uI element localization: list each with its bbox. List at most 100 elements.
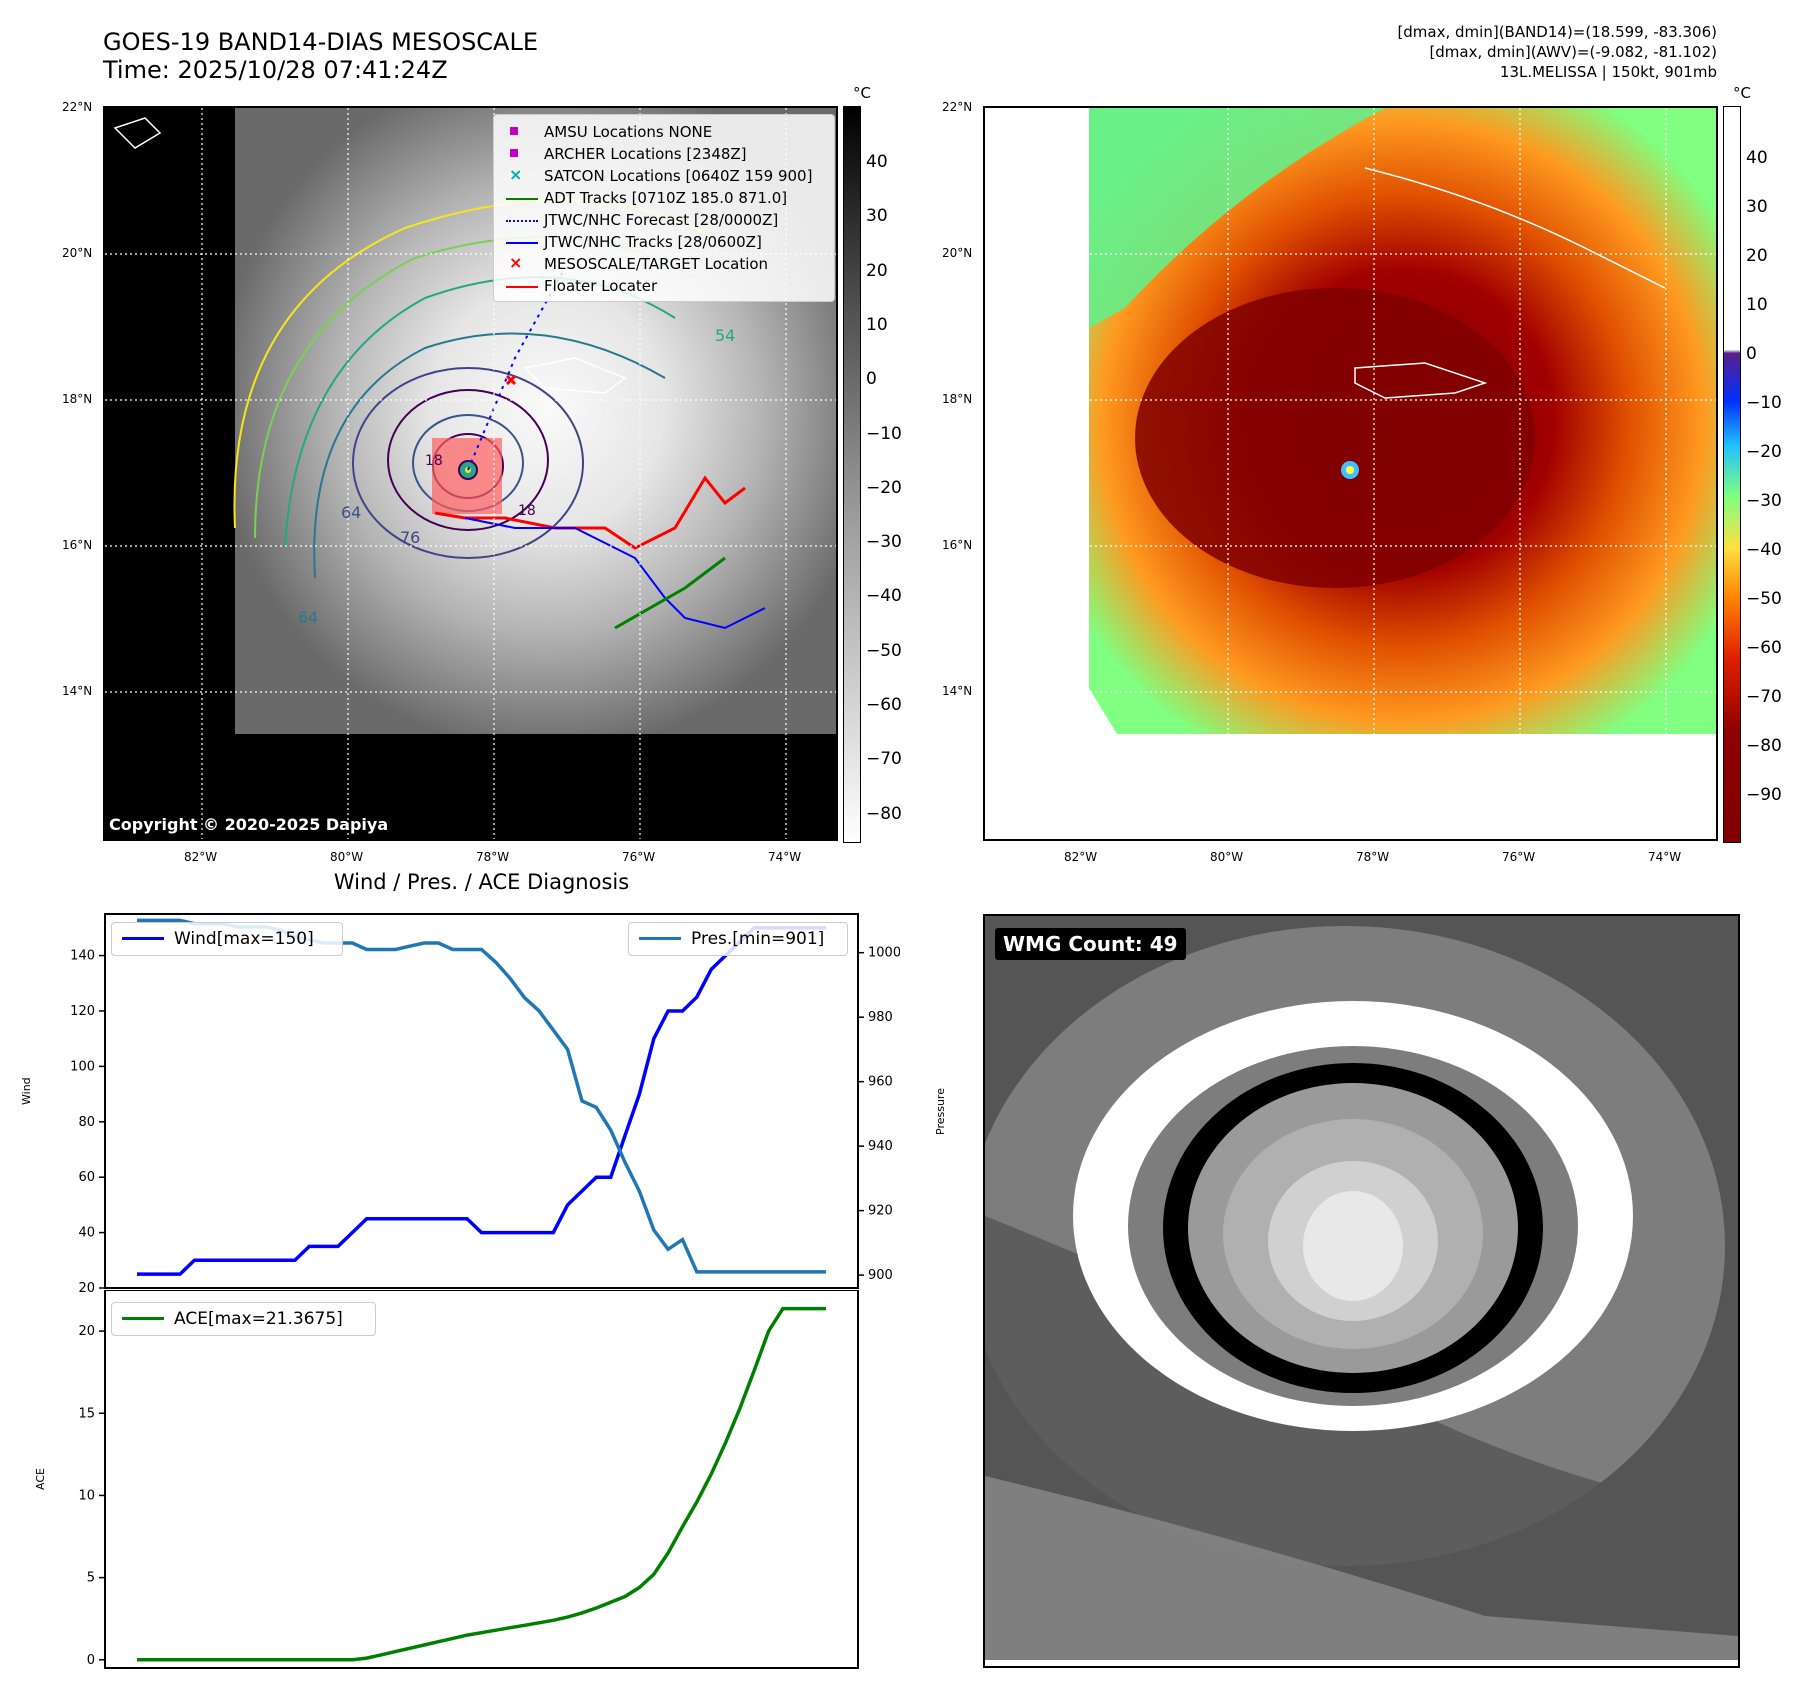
y-tick-label: 980 xyxy=(868,1010,893,1025)
pressure-legend-label: Pres.[min=901] xyxy=(691,929,825,949)
y-tick-label: 20 xyxy=(78,1281,95,1296)
info-awv: [dmax, dmin](AWV)=(-9.082, -81.102) xyxy=(1429,43,1717,61)
wmg-count-badge: WMG Count: 49 xyxy=(995,928,1186,960)
contour-label: 54 xyxy=(715,326,736,345)
wind-legend-swatch xyxy=(122,937,164,940)
colorbar-tick: −20 xyxy=(866,477,902,498)
colorbar-tick: −80 xyxy=(866,803,902,824)
ace-legend-swatch xyxy=(122,1317,164,1320)
colorbar-tick: 10 xyxy=(1746,295,1768,315)
ir-colorbar-unit: °C xyxy=(853,84,871,102)
colorbar-tick: −40 xyxy=(1746,540,1782,560)
lat-tick: 22°N xyxy=(942,100,973,114)
lat-tick: 14°N xyxy=(942,684,973,698)
lat-tick: 18°N xyxy=(62,392,93,406)
legend-symbol xyxy=(506,242,538,244)
diagnosis-title: Wind / Pres. / ACE Diagnosis xyxy=(333,870,630,894)
awv-colorbar xyxy=(1723,106,1741,843)
legend-symbol: × xyxy=(509,165,523,184)
lat-tick: 14°N xyxy=(62,684,93,698)
colorbar-tick: 30 xyxy=(1746,197,1768,217)
y-tick-label: 100 xyxy=(70,1059,95,1074)
legend-entry: ADT Tracks [0710Z 185.0 871.0] xyxy=(544,189,788,207)
wind-legend: Wind[max=150] xyxy=(111,922,343,956)
ace-series-line xyxy=(137,1306,826,1662)
lon-tick: 82°W xyxy=(1064,850,1098,864)
y-tick-label: 60 xyxy=(78,1170,95,1185)
colorbar-tick: 0 xyxy=(1746,344,1757,364)
colorbar-tick: −20 xyxy=(1746,442,1782,462)
wind-pressure-chart: 140 120 100 80 60 40 20 1000 980 960 940 920 900 xyxy=(70,913,900,1296)
colorbar-tick: −30 xyxy=(1746,491,1782,511)
lat-tick: 16°N xyxy=(62,538,93,552)
ace-axis-label: ACE xyxy=(34,1468,47,1490)
y-tick-label: 80 xyxy=(78,1115,95,1130)
legend-entry: JTWC/NHC Tracks [28/0600Z] xyxy=(544,233,762,251)
colorbar-tick: −70 xyxy=(866,749,902,770)
lon-tick: 76°W xyxy=(1502,850,1536,864)
lat-tick: 22°N xyxy=(62,100,93,114)
y-tick-label: 40 xyxy=(78,1226,95,1241)
lon-tick: 74°W xyxy=(768,850,802,864)
colorbar-tick: −10 xyxy=(1746,393,1782,413)
pressure-axis-label: Pressure xyxy=(934,1088,947,1135)
y-tick-label: 140 xyxy=(70,949,95,964)
lon-tick: 74°W xyxy=(1648,850,1682,864)
figure-title: GOES-19 BAND14-DIAS MESOSCALE xyxy=(103,28,539,56)
colorbar-tick: −70 xyxy=(1746,687,1782,707)
wind-legend-label: Wind[max=150] xyxy=(174,929,314,949)
pressure-legend-swatch xyxy=(639,937,681,940)
lon-tick: 78°W xyxy=(1356,850,1390,864)
ace-legend-label: ACE[max=21.3675] xyxy=(174,1309,343,1329)
colorbar-tick: 20 xyxy=(1746,246,1768,266)
wmg-image xyxy=(985,916,1738,1666)
copyright-text: Copyright © 2020-2025 Dapiya xyxy=(109,815,389,834)
contour-label: 64 xyxy=(341,503,362,522)
ace-chart: 20 15 10 5 0 xyxy=(78,1290,859,1669)
legend-symbol: × xyxy=(509,253,523,272)
colorbar-tick: −60 xyxy=(866,695,902,715)
chart-frame xyxy=(104,1290,859,1669)
colorbar-tick: 10 xyxy=(866,314,888,335)
y-tick-label: 900 xyxy=(868,1268,893,1283)
awv-map-panel xyxy=(983,106,1718,841)
lat-tick: 20°N xyxy=(62,246,93,260)
y-tick-label: 20 xyxy=(78,1324,95,1339)
contour-label: 76 xyxy=(400,528,421,547)
ace-legend: ACE[max=21.3675] xyxy=(111,1302,376,1336)
ir-legend: AMSU Locations NONE ARCHER Locations [234… xyxy=(493,114,835,302)
y-tick-label: 1000 xyxy=(868,946,900,961)
chart-frame xyxy=(104,913,859,1289)
legend-entry: MESOSCALE/TARGET Location xyxy=(544,255,769,273)
colorbar-tick: −60 xyxy=(1746,638,1782,658)
pressure-legend: Pres.[min=901] xyxy=(628,922,848,956)
info-band14: [dmax, dmin](BAND14)=(18.599, -83.306) xyxy=(1397,23,1717,41)
contour-label: 18 xyxy=(518,503,536,519)
legend-entry: AMSU Locations NONE xyxy=(544,123,713,141)
y-tick-label: 0 xyxy=(87,1653,95,1668)
colorbar-tick: 40 xyxy=(1746,148,1768,168)
legend-symbol xyxy=(510,149,518,157)
awv-colorbar-unit: °C xyxy=(1733,84,1751,102)
ir-colorbar xyxy=(843,106,861,843)
colorbar-tick: −40 xyxy=(866,586,902,607)
lon-tick: 78°W xyxy=(476,850,510,864)
awv-map-image xyxy=(985,108,1716,839)
pressure-series-line xyxy=(137,918,826,1274)
legend-entry: JTWC/NHC Forecast [28/0000Z] xyxy=(544,211,779,229)
legend-symbol xyxy=(506,220,538,222)
colorbar-tick: −80 xyxy=(1746,736,1782,756)
colorbar-tick: 0 xyxy=(866,369,877,390)
y-tick-label: 960 xyxy=(868,1075,893,1090)
colorbar-tick: 20 xyxy=(866,260,888,281)
colorbar-tick: 40 xyxy=(866,152,888,172)
colorbar-tick: −50 xyxy=(1746,589,1782,609)
info-storm: 13L.MELISSA | 150kt, 901mb xyxy=(1499,63,1717,81)
wmg-panel: WMG Count: 49 xyxy=(983,914,1740,1668)
wind-series-line xyxy=(137,926,826,1276)
y-tick-label: 920 xyxy=(868,1204,893,1219)
legend-symbol xyxy=(510,127,518,135)
lon-tick: 80°W xyxy=(1210,850,1244,864)
contour-label: 64 xyxy=(298,608,319,627)
legend-symbol xyxy=(506,198,538,200)
